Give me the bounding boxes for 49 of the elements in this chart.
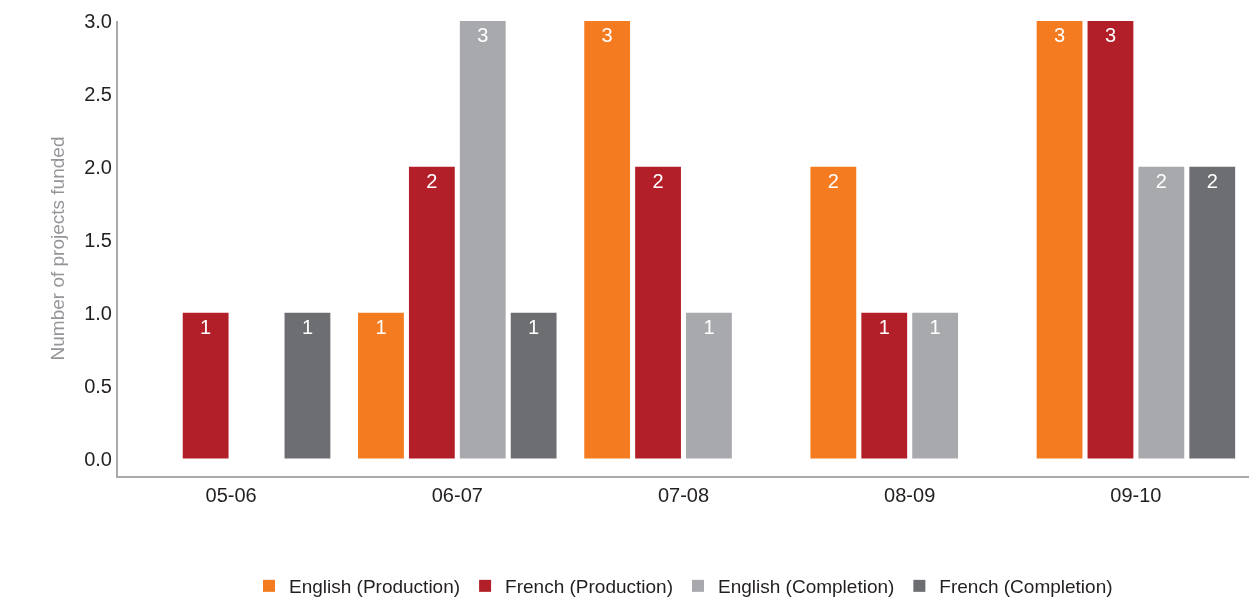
bar	[635, 166, 681, 459]
y-tick-label: 3.0	[84, 10, 112, 32]
data-label: 1	[703, 315, 715, 338]
bar	[861, 312, 908, 459]
bar	[1036, 21, 1083, 459]
bar	[912, 312, 959, 459]
x-tick-label: 07-08	[657, 484, 710, 506]
data-label: 1	[375, 315, 387, 338]
bar	[584, 21, 631, 459]
bar	[810, 166, 857, 459]
bar	[1189, 166, 1236, 459]
data-label: 2	[652, 169, 664, 192]
legend-label: English (Production)	[289, 576, 461, 598]
data-label: 3	[601, 24, 613, 46]
data-label: 2	[426, 169, 438, 192]
bar	[284, 312, 331, 459]
data-label: 1	[301, 315, 314, 338]
data-label: 1	[929, 315, 941, 338]
legend-label: English (Completion)	[718, 576, 895, 598]
x-tick-label: 06-07	[431, 484, 483, 506]
y-tick-label: 2.0	[84, 155, 112, 178]
x-tick-label: 09-10	[1110, 484, 1162, 506]
data-label: 3	[477, 24, 489, 46]
bar	[1138, 166, 1185, 459]
bar	[510, 312, 557, 459]
bar	[182, 312, 229, 459]
y-tick-label: 1.0	[84, 301, 112, 324]
x-tick-label: 05-06	[205, 484, 257, 506]
y-axis-title: Number of projects funded	[46, 136, 68, 361]
y-tick-label: 2.5	[84, 82, 112, 105]
data-label: 1	[878, 315, 890, 338]
bar	[686, 312, 732, 459]
legend-label: French (Production)	[505, 576, 673, 598]
x-tick-label: 08-09	[884, 484, 936, 506]
data-label: 3	[1104, 24, 1117, 46]
y-tick-label: 1.5	[84, 228, 112, 251]
y-tick-label: 0.0	[84, 447, 112, 470]
bar	[408, 166, 455, 459]
legend-label: French (Completion)	[939, 576, 1113, 598]
data-label: 2	[1155, 169, 1167, 192]
data-label: 2	[1206, 169, 1218, 192]
data-label: 2	[827, 169, 839, 192]
data-label: 1	[528, 315, 540, 338]
data-label: 3	[1053, 24, 1066, 46]
bar	[1087, 21, 1134, 459]
bar	[358, 312, 404, 459]
y-tick-label: 0.5	[84, 374, 112, 397]
data-label: 1	[200, 315, 212, 338]
bar	[459, 21, 506, 459]
